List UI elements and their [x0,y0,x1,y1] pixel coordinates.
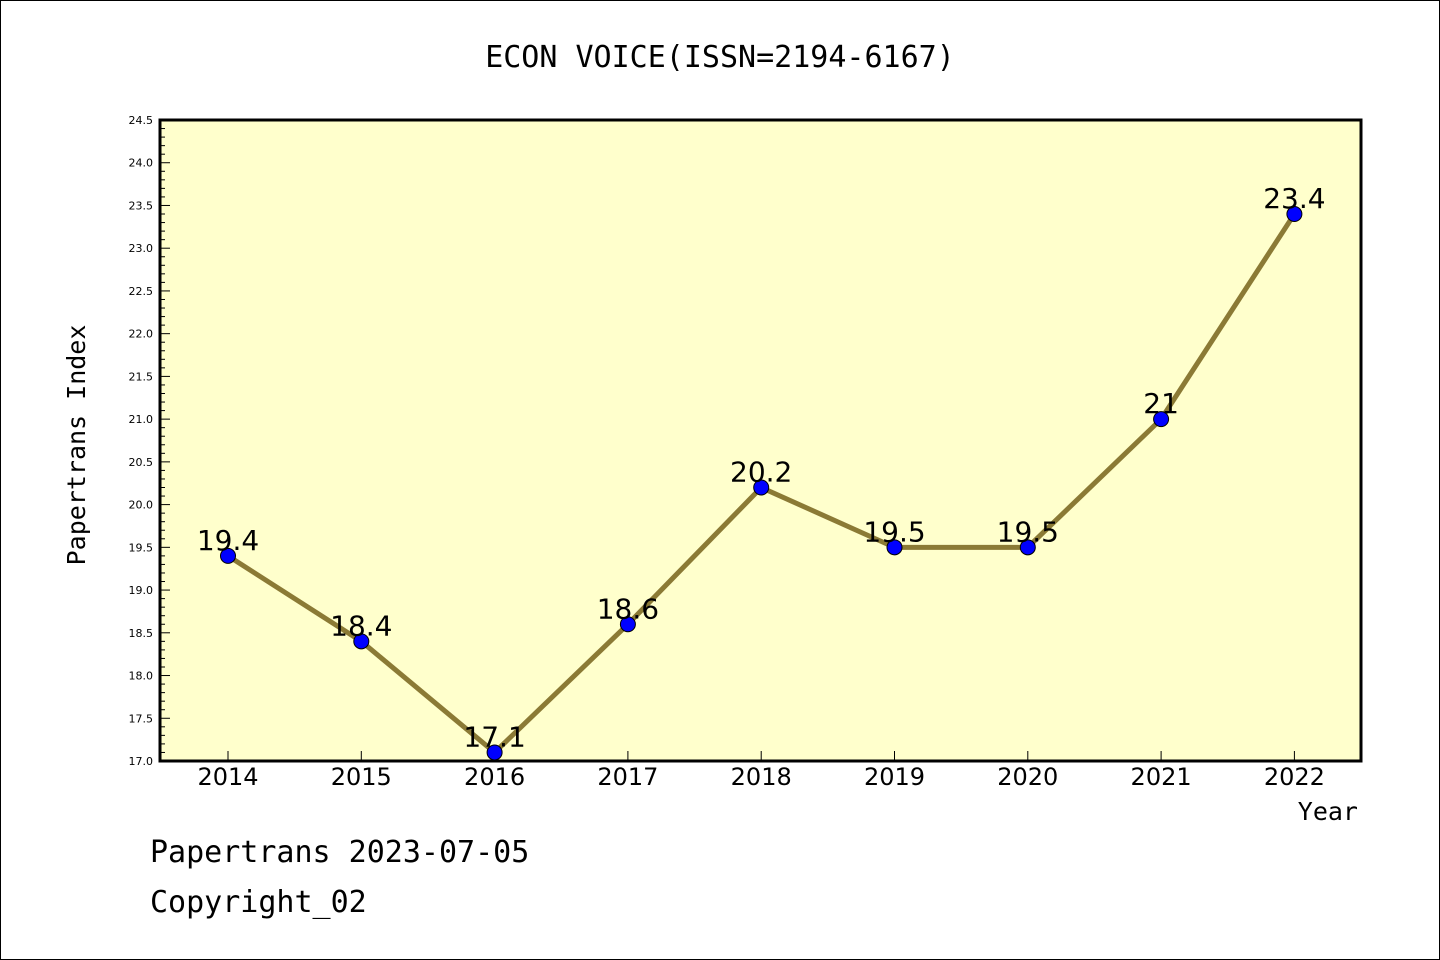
data-point [1286,206,1303,223]
y-tick-label: 24.0 [129,157,154,170]
y-axis-label: Papertrans Index [62,325,91,566]
plot-border [158,118,1363,763]
data-point [353,633,370,650]
series-markers [220,206,1303,761]
data-label: 18.4 [330,609,392,642]
y-tick-label: 24.5 [129,114,154,127]
y-tick-label: 23.0 [129,242,154,255]
data-label: 18.6 [597,592,659,625]
y-tick-label: 22.0 [129,328,154,341]
y-tick-label: 18.5 [129,627,154,640]
x-tick-label: 2016 [464,763,525,791]
footer-date: Papertrans 2023-07-05 [150,835,530,870]
y-tick-label: 20.5 [129,456,154,469]
x-tick-label: 2022 [1264,763,1325,791]
data-point [1153,411,1170,428]
data-label: 19.4 [197,524,259,557]
x-axis-label: Year [1298,797,1358,826]
x-tick-label: 2018 [731,763,792,791]
data-point [619,616,636,633]
data-label: 19.5 [863,515,925,548]
x-tick-label: 2017 [597,763,658,791]
y-tick-label: 17.0 [129,755,154,768]
y-tick-label: 17.5 [129,712,154,725]
y-tick-label: 19.0 [129,584,154,597]
y-tick-label: 23.5 [129,199,154,212]
data-label: 17.1 [463,720,525,753]
y-tick-label: 21.0 [129,413,154,426]
y-tick-label: 22.5 [129,285,154,298]
x-tick-label: 2014 [197,763,258,791]
footer-copyright: Copyright_02 [150,885,367,920]
y-tick-label: 19.5 [129,541,154,554]
y-tick-label: 18.0 [129,670,154,683]
y-tick-label: 20.0 [129,499,154,512]
y-axis: 17.0 17.5 18.0 18.5 19.0 19.5 20.0 20.5 21.0 21.5… [129,114,170,768]
data-point [886,539,903,556]
data-point [220,547,236,564]
x-axis: 2014 2015 2016 2017 2018 2019 2020 2021 2022 [197,751,1325,791]
data-point [1019,539,1036,556]
x-tick-label: 2015 [331,763,392,791]
chart-title: ECON VOICE(ISSN=2194-6167) [485,40,955,75]
x-tick-label: 2020 [997,763,1058,791]
x-tick-label: 2021 [1131,763,1192,791]
data-label: 20.2 [730,456,792,489]
x-tick-label: 2019 [864,763,925,791]
data-labels: 19.4 18.4 17.1 18.6 20.2 19.5 19.5 21 23.4 [197,182,1326,753]
data-label: 19.5 [997,515,1059,548]
y-tick-label: 21.5 [129,370,154,383]
data-point [753,479,770,496]
plot-area [160,120,1361,761]
data-label: 23.4 [1263,182,1325,215]
data-label: 21 [1143,387,1179,420]
